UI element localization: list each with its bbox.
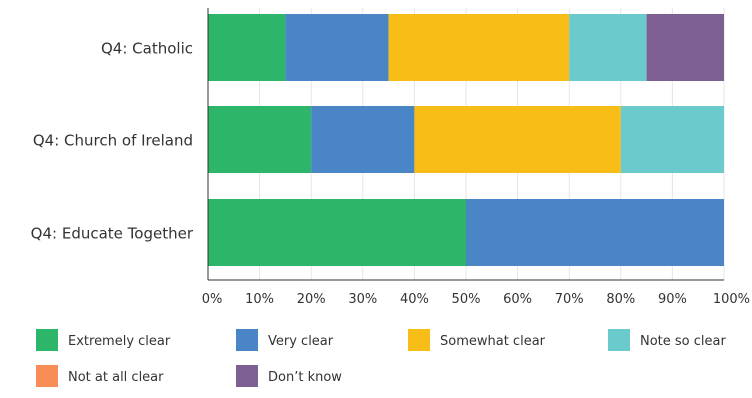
legend-label: Note so clear	[640, 334, 726, 349]
x-tick-label: 10%	[245, 292, 274, 307]
legend-item: Not at all clear	[36, 365, 164, 387]
category-label: Q4: Catholic	[101, 40, 193, 58]
legend-item: Very clear	[236, 329, 334, 351]
legend-label: Somewhat clear	[440, 334, 546, 349]
legend-swatch	[236, 329, 258, 351]
bar-segment-note-so-clear-1	[620, 106, 724, 173]
bar-segment-note-so-clear-0	[569, 14, 647, 81]
legend-swatch	[236, 365, 258, 387]
x-tick-label: 100%	[713, 292, 750, 307]
bar-segment-somewhat-clear-0	[388, 14, 570, 81]
legend-label: Extremely clear	[68, 334, 171, 349]
x-tick-label: 40%	[400, 292, 429, 307]
legend-item: Note so clear	[608, 329, 726, 351]
legend-item: Don’t know	[236, 365, 342, 387]
bar-segment-very-clear-2	[466, 199, 724, 266]
bar-segment-extremely-clear-2	[208, 199, 466, 266]
category-labels: Q4: Catholic Q4: Church of Ireland Q4: Edu…	[31, 40, 194, 243]
category-label: Q4: Church of Ireland	[33, 132, 193, 150]
x-tick-label: 60%	[503, 292, 532, 307]
legend-swatch	[408, 329, 430, 351]
axes	[207, 8, 724, 281]
x-tick-label: 20%	[297, 292, 326, 307]
category-label: Q4: Educate Together	[31, 225, 194, 243]
legend: Extremely clear Very clear Somewhat clear N…	[36, 329, 726, 387]
bar-segment-extremely-clear-0	[208, 14, 286, 81]
legend-label: Very clear	[268, 334, 334, 349]
bar-segment-very-clear-0	[285, 14, 389, 81]
x-tick-labels: 0% 10% 20% 30% 40% 50% 60% 70% 80% 90% 100%	[202, 292, 750, 307]
bar-segment-very-clear-1	[311, 106, 415, 173]
x-tick-label: 90%	[658, 292, 687, 307]
x-tick-label: 80%	[606, 292, 635, 307]
legend-item: Extremely clear	[36, 329, 171, 351]
legend-swatch	[608, 329, 630, 351]
bars	[208, 14, 724, 266]
legend-label: Not at all clear	[68, 370, 164, 385]
legend-label: Don’t know	[268, 370, 342, 385]
bar-segment-somewhat-clear-1	[414, 106, 621, 173]
bar-segment-don-t-know-0	[646, 14, 724, 81]
legend-swatch	[36, 365, 58, 387]
x-tick-label: 50%	[452, 292, 481, 307]
x-tick-label: 0%	[202, 292, 223, 307]
x-tick-label: 30%	[348, 292, 377, 307]
legend-item: Somewhat clear	[408, 329, 546, 351]
legend-swatch	[36, 329, 58, 351]
x-tick-label: 70%	[555, 292, 584, 307]
bar-segment-extremely-clear-1	[208, 106, 312, 173]
